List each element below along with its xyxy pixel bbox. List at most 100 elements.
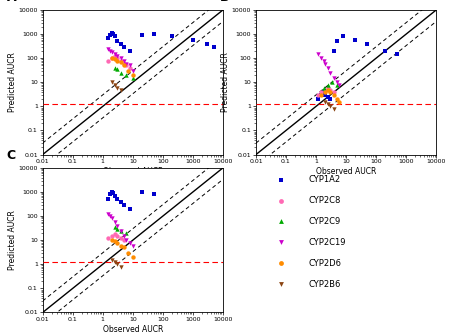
Point <box>321 87 329 92</box>
Point <box>327 96 334 102</box>
Point <box>318 89 325 95</box>
Point <box>122 238 130 243</box>
Point <box>117 199 125 204</box>
Point <box>117 243 125 248</box>
Point <box>189 37 197 42</box>
Point <box>104 46 112 51</box>
Point <box>111 239 118 244</box>
Text: CYP1A2: CYP1A2 <box>308 175 340 184</box>
Point <box>117 55 125 61</box>
Point <box>111 82 118 87</box>
Point <box>113 58 121 63</box>
Point <box>126 48 134 54</box>
Point <box>122 230 130 236</box>
Point <box>117 264 125 269</box>
Point <box>108 257 116 263</box>
Point <box>117 70 125 75</box>
Point <box>113 67 121 72</box>
X-axis label: Observed AUCR: Observed AUCR <box>102 325 163 334</box>
Point <box>318 92 325 97</box>
Point <box>138 190 146 195</box>
Point <box>108 31 116 36</box>
Point <box>107 192 114 197</box>
Point <box>108 238 116 243</box>
Point <box>113 55 121 61</box>
Point <box>333 80 341 85</box>
Point <box>318 92 325 97</box>
Point <box>363 41 371 46</box>
Point <box>210 44 218 49</box>
Point <box>336 99 343 105</box>
Y-axis label: Predicted AUCR: Predicted AUCR <box>8 210 17 270</box>
X-axis label: Observed AUCR: Observed AUCR <box>102 167 163 176</box>
Point <box>111 57 118 62</box>
Point <box>129 254 137 260</box>
Point <box>111 34 118 39</box>
Point <box>111 224 118 230</box>
Point <box>104 197 112 202</box>
Point <box>339 34 347 39</box>
Point <box>129 72 137 78</box>
X-axis label: Observed AUCR: Observed AUCR <box>316 167 376 176</box>
Point <box>117 87 125 92</box>
Point <box>318 55 325 61</box>
Point <box>321 89 329 95</box>
Point <box>111 260 118 265</box>
Point <box>320 85 328 90</box>
Point <box>122 61 130 66</box>
Point <box>330 48 338 54</box>
Point <box>324 65 332 71</box>
Point <box>117 58 125 63</box>
Point <box>324 87 332 92</box>
Point <box>324 82 332 87</box>
Point <box>129 68 137 74</box>
Point <box>113 85 121 90</box>
Point <box>120 233 128 239</box>
Point <box>111 232 118 237</box>
Point <box>321 61 329 66</box>
Text: CYP2C8: CYP2C8 <box>308 196 340 205</box>
Point <box>113 262 121 267</box>
Point <box>117 236 125 241</box>
Point <box>122 72 130 78</box>
Point <box>327 87 334 92</box>
Point <box>150 32 157 37</box>
Point <box>108 216 116 221</box>
Point <box>108 80 116 85</box>
Point <box>107 48 114 54</box>
Point <box>108 190 116 195</box>
Point <box>104 212 112 217</box>
Point <box>104 35 112 41</box>
Point <box>111 219 118 224</box>
Point <box>330 106 338 112</box>
Point <box>330 89 338 95</box>
Text: CYP2D6: CYP2D6 <box>308 259 341 268</box>
Point <box>126 63 134 68</box>
Point <box>328 80 336 85</box>
Point <box>168 34 175 39</box>
Point <box>333 39 341 44</box>
Point <box>120 63 128 68</box>
Point <box>327 104 334 109</box>
Point <box>327 70 334 75</box>
Point <box>109 191 117 196</box>
Point <box>111 193 118 199</box>
Point <box>150 192 157 197</box>
Point <box>107 213 114 219</box>
Point <box>120 245 128 250</box>
Point <box>113 240 121 245</box>
Point <box>117 41 125 46</box>
Point <box>333 82 341 87</box>
Point <box>107 33 114 38</box>
Point <box>321 92 329 97</box>
Text: A: A <box>7 0 16 4</box>
Point <box>333 96 341 102</box>
Point <box>351 37 359 42</box>
Y-axis label: Predicted AUCR: Predicted AUCR <box>221 52 230 112</box>
Point <box>120 44 128 49</box>
Point <box>327 89 334 95</box>
Point <box>324 102 332 107</box>
Point <box>129 243 137 248</box>
Text: C: C <box>7 149 16 162</box>
Point <box>203 41 211 46</box>
